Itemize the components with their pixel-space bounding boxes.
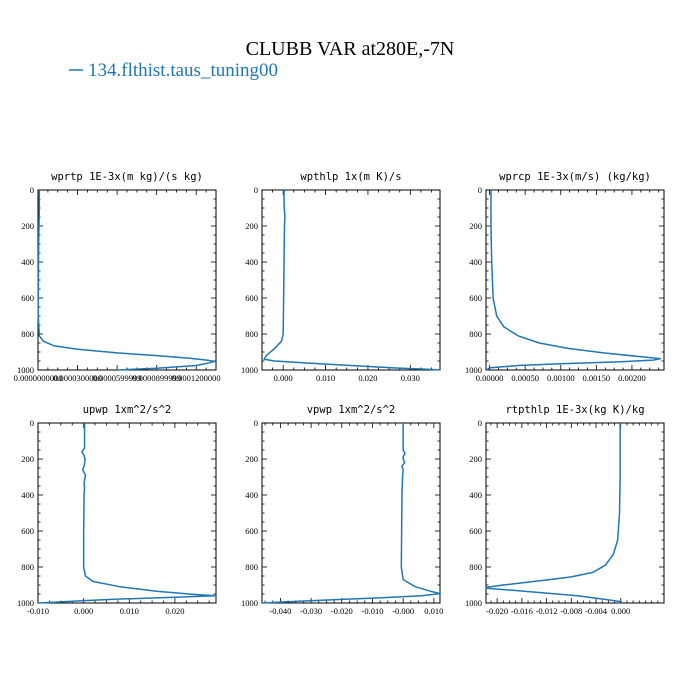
y-tick-label: 600 [245, 526, 258, 536]
x-tick-label: 0.010 [316, 373, 335, 383]
x-tick-label: -0.020 [486, 606, 508, 616]
y-tick-label: 200 [469, 221, 482, 231]
y-tick-label: 1000 [465, 365, 482, 375]
y-tick-label: 800 [21, 329, 34, 339]
y-tick-label: 800 [21, 562, 34, 572]
y-tick-label: 1000 [241, 598, 258, 608]
y-tick-label: 1000 [17, 365, 34, 375]
series-line [486, 190, 662, 371]
y-tick-label: 0 [30, 418, 34, 428]
figure-title: CLUBB VAR at280E,-7N [246, 38, 455, 60]
y-tick-label: 0 [30, 185, 34, 195]
x-tick-label: 0.020 [358, 373, 377, 383]
x-tick-label: 0.000 [611, 606, 630, 616]
y-tick-label: 400 [245, 490, 258, 500]
y-tick-label: 400 [21, 490, 34, 500]
series-line [263, 190, 441, 371]
y-tick-label: 600 [21, 526, 34, 536]
plot-frame [485, 189, 665, 371]
x-tick-label: -0.012 [536, 606, 558, 616]
x-tick-label: 0.00100 [547, 373, 575, 383]
y-tick-label: 0 [254, 185, 258, 195]
y-tick-label: 1000 [17, 598, 34, 608]
x-tick-label: -0.010 [27, 606, 49, 616]
y-tick-label: 400 [469, 257, 482, 267]
series-line [37, 190, 216, 371]
series-line [261, 423, 441, 604]
subplot-title: wprcp 1E-3x(m/s) (kg/kg) [499, 171, 651, 183]
x-tick-label: 0.000 [274, 373, 293, 383]
subplot-title: rtpthlp 1E-3x(kg K)/kg [505, 404, 644, 416]
x-tick-label: 0.00150 [583, 373, 611, 383]
subplot-title: wpthlp 1x(m K)/s [300, 171, 401, 183]
x-tick-label: 0.010 [120, 606, 139, 616]
y-tick-label: 400 [21, 257, 34, 267]
x-tick-label: -0.020 [331, 606, 353, 616]
y-tick-label: 1000 [465, 598, 482, 608]
x-tick-label: 0.010 [424, 606, 443, 616]
series-line [37, 423, 217, 604]
x-tick-label: 0.030 [401, 373, 420, 383]
subplot-2: wpthlp 1x(m K)/s 0 200 400 600 800 1000 0.000 0.… [241, 171, 441, 383]
x-tick-label: 0.0001200000 [172, 373, 221, 383]
y-tick-label: 200 [245, 221, 258, 231]
series-line [485, 423, 624, 604]
subplot-1: wprtp 1E-3x(m kg)/(s kg) 0 200 400 600 800 100… [14, 171, 221, 383]
x-tick-label: -0.016 [511, 606, 533, 616]
y-tick-label: 600 [469, 526, 482, 536]
subplot-title: wprtp 1E-3x(m kg)/(s kg) [51, 171, 203, 183]
y-tick-label: 600 [21, 293, 34, 303]
y-tick-label: 400 [245, 257, 258, 267]
x-tick-label: -0.030 [300, 606, 322, 616]
x-tick-label: 0.020 [165, 606, 184, 616]
y-tick-label: 800 [469, 562, 482, 572]
y-tick-label: 1000 [241, 365, 258, 375]
y-tick-label: 200 [245, 454, 258, 464]
subplot-3: wprcp 1E-3x(m/s) (kg/kg) 0 200 400 600 800 100… [465, 171, 665, 383]
x-tick-label: 0.0000300000 [53, 373, 102, 383]
plot-frame [261, 422, 441, 604]
x-tick-label: 0.00200 [618, 373, 646, 383]
x-tick-label: -0.004 [585, 606, 608, 616]
subplot-4: upwp 1xm^2/s^2 0 200 400 600 800 1000-0.010 0.0… [17, 404, 217, 616]
subplot-title: upwp 1xm^2/s^2 [83, 404, 172, 416]
plot-frame [37, 189, 217, 371]
y-tick-label: 600 [245, 293, 258, 303]
y-tick-label: 400 [469, 490, 482, 500]
x-tick-label: 0.000 [74, 606, 93, 616]
subplot-5: vpwp 1xm^2/s^2 0 200 400 600 800 1000 -0.040 -0.… [241, 404, 443, 616]
x-tick-label: -0.040 [269, 606, 291, 616]
y-tick-label: 200 [21, 221, 34, 231]
y-tick-label: 600 [469, 293, 482, 303]
y-tick-label: 0 [478, 185, 482, 195]
subplot-6: rtpthlp 1E-3x(kg K)/kg02004006008001000-… [465, 404, 665, 616]
x-tick-label: -0.008 [560, 606, 582, 616]
plot-frame [261, 189, 441, 371]
subplot-grid: wprtp 1E-3x(m kg)/(s kg) 0 200 400 600 800 100… [14, 171, 665, 616]
legend-label: 134.flthist.taus_tuning00 [88, 60, 278, 81]
y-tick-label: 800 [245, 329, 258, 339]
x-tick-label: 0.0000000000 [14, 373, 63, 383]
subplot-title: vpwp 1xm^2/s^2 [307, 404, 396, 416]
y-tick-label: 200 [21, 454, 34, 464]
x-tick-label: 0.00050 [511, 373, 539, 383]
y-tick-label: 800 [245, 562, 258, 572]
x-tick-label: 0.0000899999 [132, 373, 181, 383]
y-tick-label: 0 [254, 418, 258, 428]
x-tick-label: 0.0000599999 [93, 373, 142, 383]
x-tick-label: -0.010 [361, 606, 383, 616]
y-tick-label: 0 [478, 418, 482, 428]
x-tick-label: -0.000 [392, 606, 414, 616]
y-tick-label: 800 [469, 329, 482, 339]
x-tick-label: 0.00000 [476, 373, 504, 383]
y-tick-label: 200 [469, 454, 482, 464]
plot-frame [37, 422, 217, 604]
